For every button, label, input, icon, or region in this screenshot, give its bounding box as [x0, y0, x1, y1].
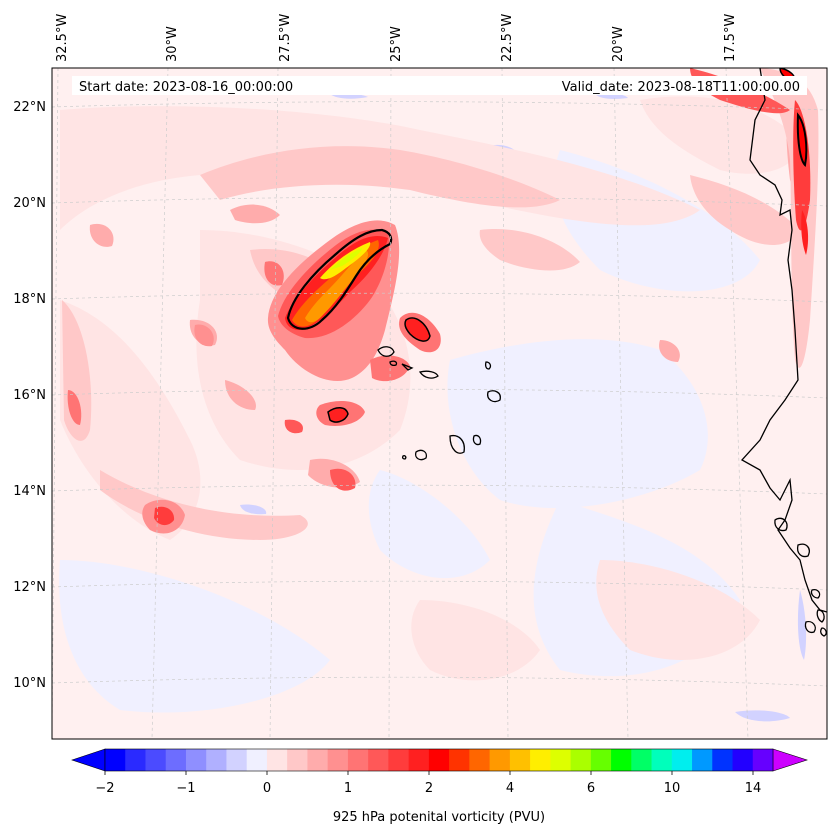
lat-label: 16°N — [13, 388, 46, 403]
colorbar-cell — [712, 749, 733, 771]
colorbar-frame — [104, 748, 774, 772]
start-date-label: Start date: 2023-08-16_00:00:00 — [79, 80, 293, 95]
colorbar-cell — [449, 749, 470, 771]
colorbar-cell — [550, 749, 571, 771]
longitude-labels: 32.5°W 30°W 27.5°W 25°W 22.5°W 20°W 17.5… — [55, 14, 738, 62]
lon-label: 30°W — [165, 26, 180, 62]
colorbar-cell — [226, 749, 248, 771]
colorbar-cell — [368, 749, 389, 771]
colorbar-cell — [266, 749, 288, 771]
colorbar-tick-label: 1 — [344, 781, 352, 796]
lon-label: 17.5°W — [723, 14, 738, 62]
colorbar-cell — [469, 749, 490, 771]
colorbar-tick-label: 14 — [745, 781, 762, 796]
colorbar-tick-labels: −2 −1 0 1 2 4 6 10 14 — [95, 781, 761, 796]
lat-label: 14°N — [13, 484, 46, 499]
colorbar-cell — [732, 749, 754, 771]
colorbar-cell — [428, 749, 450, 771]
colorbar-tick-label: 10 — [664, 781, 681, 796]
colorbar-cell — [206, 749, 227, 771]
colorbar-cell — [327, 749, 349, 771]
lon-label: 20°W — [611, 26, 626, 62]
colorbar-tick-label: 4 — [506, 781, 514, 796]
colorbar-cell — [570, 749, 592, 771]
colorbar-cell — [651, 749, 673, 771]
gridlines — [52, 68, 827, 739]
lat-label: 12°N — [13, 580, 46, 595]
colorbar-cell — [611, 749, 632, 771]
lat-label: 10°N — [13, 676, 46, 691]
colorbar-tick-label: −1 — [176, 781, 195, 796]
title-strip — [72, 76, 807, 95]
african-coastline — [740, 68, 827, 637]
cape-verde-islands — [377, 346, 501, 461]
colorbar-ticks — [104, 771, 754, 775]
colorbar-tick-label: 6 — [587, 781, 595, 796]
colorbar-cell — [509, 749, 531, 771]
colorbar-cell — [307, 749, 329, 771]
lat-label: 18°N — [13, 292, 46, 307]
pv-filament — [267, 220, 400, 382]
colorbar: −2 −1 0 1 2 4 6 10 14 925 hPa potenital … — [71, 748, 808, 825]
map-panel — [52, 68, 827, 739]
colorbar-cell — [489, 749, 511, 771]
colorbar-cells — [105, 749, 774, 771]
latitude-labels: 22°N 20°N 18°N 16°N 14°N 12°N 10°N — [13, 100, 46, 691]
map-frame — [51, 67, 828, 740]
lon-label: 22.5°W — [500, 14, 515, 62]
valid-date-label: Valid_date: 2023-08-18T11:00:00.00 — [562, 80, 800, 95]
colorbar-tick-label: −2 — [95, 781, 114, 796]
colorbar-cell — [631, 749, 652, 771]
colorbar-cell — [105, 749, 126, 771]
lat-label: 20°N — [13, 196, 46, 211]
colorbar-cell — [671, 749, 693, 771]
colorbar-cell — [752, 749, 774, 771]
colorbar-over-arrow — [772, 748, 808, 772]
colorbar-tick-label: 2 — [425, 781, 433, 796]
colorbar-cell — [530, 749, 551, 771]
colorbar-cell — [692, 749, 713, 771]
colorbar-cell — [165, 749, 187, 771]
colorbar-cell — [590, 749, 612, 771]
colorbar-tick-label: 0 — [263, 781, 271, 796]
lon-label: 27.5°W — [278, 14, 293, 62]
negative-pv-areas — [59, 150, 760, 713]
colorbar-cell — [408, 749, 430, 771]
lat-label: 22°N — [13, 100, 46, 115]
lon-label: 25°W — [389, 26, 404, 62]
colorbar-under-arrow — [71, 748, 106, 772]
colorbar-cell — [125, 749, 146, 771]
lon-label: 32.5°W — [55, 14, 70, 62]
colorbar-cell — [388, 749, 410, 771]
colorbar-cell — [246, 749, 268, 771]
colorbar-cell — [145, 749, 167, 771]
colorbar-label: 925 hPa potenital vorticity (PVU) — [333, 810, 545, 825]
colorbar-cell — [347, 749, 369, 771]
pv-blobs — [67, 261, 441, 534]
colorbar-cell — [185, 749, 207, 771]
colorbar-cell — [287, 749, 308, 771]
